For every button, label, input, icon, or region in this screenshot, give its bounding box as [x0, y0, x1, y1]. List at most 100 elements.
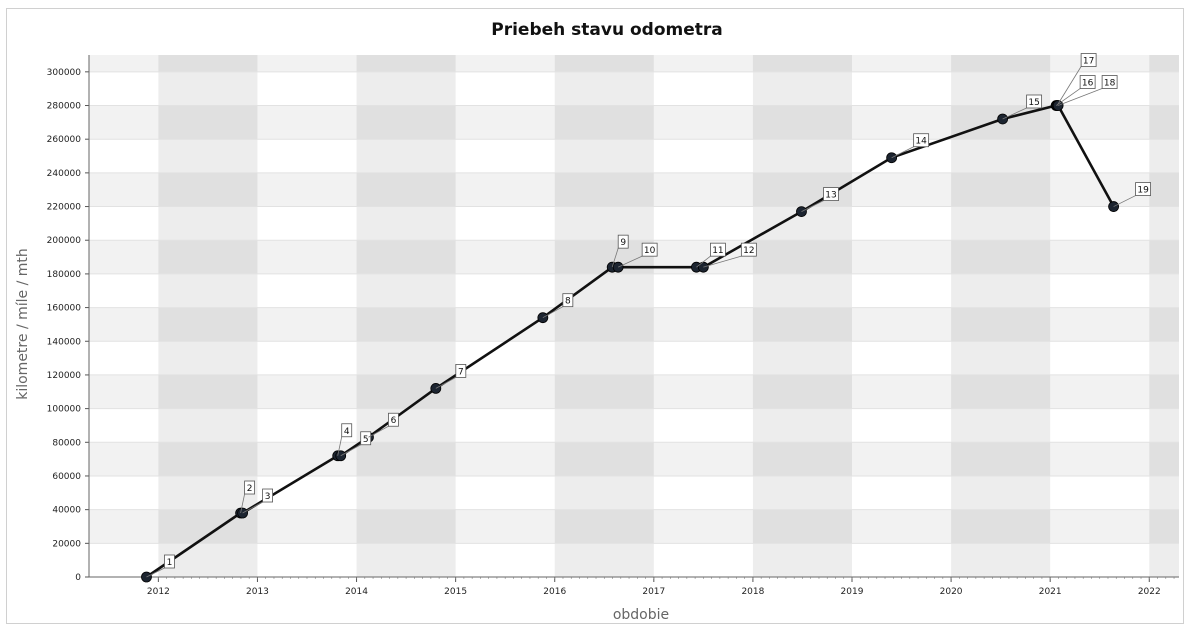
y-tick-label: 40000	[52, 506, 81, 516]
annotation-label: 7	[458, 367, 464, 377]
annotation-leader	[611, 248, 619, 268]
axes: 0 20000 40000 60000 80000 100000 120000 140000 1…	[47, 55, 1179, 597]
annotation-leader	[146, 567, 165, 578]
horizontal-band	[89, 307, 1179, 342]
annotation-box	[388, 412, 399, 427]
annotation-box	[913, 133, 930, 148]
annotation-label: 10	[644, 246, 656, 256]
year-band	[356, 55, 456, 577]
year-band	[1149, 55, 1179, 577]
horizontal-band	[89, 172, 1179, 207]
x-tick-label: 2017	[642, 587, 665, 597]
chart-title: Priebeh stavu odometra	[491, 20, 723, 40]
x-axis-label: obdobie	[613, 607, 669, 623]
horizontal-band	[89, 374, 1179, 409]
y-tick-label: 300000	[47, 68, 82, 78]
y-tick-label: 160000	[47, 304, 82, 314]
annotation-box	[562, 293, 574, 308]
annotation-label: 18	[1104, 79, 1116, 89]
annotation-label: 11	[712, 246, 723, 256]
year-band	[752, 55, 852, 577]
annotation-box	[641, 242, 658, 257]
annotation-leader	[542, 306, 564, 319]
annotation-label: 5	[363, 435, 369, 445]
x-tick-label: 2021	[1039, 587, 1062, 597]
annotation-label: 19	[1137, 186, 1149, 196]
annotation-leader	[242, 501, 263, 514]
y-tick-label: 180000	[47, 270, 82, 280]
annotation-label: 16	[1082, 79, 1094, 89]
x-tick-label: 2019	[841, 587, 864, 597]
y-tick-label: 120000	[47, 371, 82, 381]
y-tick-label: 100000	[47, 405, 82, 415]
annotation-label: 6	[391, 416, 397, 426]
annotation-box	[1080, 53, 1097, 67]
x-tick-label: 2020	[940, 587, 963, 597]
annotation-label: 1	[167, 558, 173, 568]
x-tick-label: 2013	[246, 587, 269, 597]
annotation-leader	[1056, 66, 1082, 106]
annotation-leader	[891, 146, 914, 159]
annotation-box	[1101, 75, 1118, 89]
year-band	[951, 55, 1051, 577]
y-tick-label: 200000	[47, 236, 82, 246]
annotation-leader	[1055, 88, 1081, 106]
annotation-label: 2	[247, 484, 253, 494]
y-tick-label: 60000	[52, 472, 81, 482]
x-tick-label: 2022	[1138, 587, 1161, 597]
annotation-label: 13	[825, 191, 836, 201]
y-tick-label: 240000	[47, 169, 82, 179]
annotation-box	[1135, 182, 1151, 196]
annotation-leader	[337, 436, 343, 456]
annotation-box	[455, 364, 467, 378]
odometer-chart: 0 20000 40000 60000 80000 100000 120000 140000 1…	[15, 20, 1179, 623]
year-band	[158, 55, 258, 577]
y-tick-label: 80000	[52, 438, 81, 448]
y-tick-label: 260000	[47, 135, 82, 145]
annotation-box	[341, 423, 353, 438]
annotation-label: 17	[1083, 57, 1094, 67]
year-band	[554, 55, 654, 577]
y-tick-label: 20000	[52, 539, 81, 549]
annotation-box	[740, 242, 757, 257]
annotation-box	[1079, 75, 1096, 89]
annotation-leader	[435, 377, 457, 389]
annotation-label: 8	[565, 297, 571, 307]
annotation-label: 14	[915, 137, 927, 147]
horizontal-band	[89, 509, 1179, 544]
y-tick-label: 140000	[47, 337, 82, 347]
annotation-leader	[1113, 195, 1136, 207]
x-tick-label: 2012	[147, 587, 170, 597]
chart-frame: 0 20000 40000 60000 80000 100000 120000 140000 1…	[6, 8, 1184, 624]
annotation-label: 3	[265, 492, 271, 502]
y-tick-label: 0	[75, 573, 81, 583]
horizontal-band	[89, 55, 1179, 72]
annotation-box	[617, 234, 629, 249]
annotation-box	[360, 431, 372, 446]
x-tick-label: 2014	[345, 587, 368, 597]
y-axis-label: kilometre / míle / mth	[15, 248, 31, 400]
annotation-leader	[703, 255, 742, 268]
horizontal-band	[89, 105, 1179, 140]
annotation-box	[244, 480, 256, 495]
annotation-label: 15	[1028, 98, 1039, 108]
annotation-leader	[617, 255, 643, 268]
x-tick-label: 2018	[741, 587, 764, 597]
annotation-leader	[240, 493, 246, 514]
annotation-leader	[801, 200, 824, 212]
annotation-box	[710, 242, 726, 257]
plot-background-bands	[89, 55, 1179, 577]
x-tick-label: 2016	[543, 587, 566, 597]
y-tick-label: 220000	[47, 203, 82, 213]
annotation-box	[823, 187, 839, 202]
annotation-label: 9	[620, 238, 626, 248]
annotation-box	[1026, 94, 1043, 109]
x-tick-label: 2015	[444, 587, 467, 597]
annotation-label: 4	[344, 427, 350, 437]
horizontal-band	[89, 442, 1179, 476]
data-point	[237, 507, 248, 519]
annotation-leader	[340, 444, 361, 457]
annotation-label: 12	[743, 246, 754, 256]
annotation-box	[262, 488, 273, 503]
